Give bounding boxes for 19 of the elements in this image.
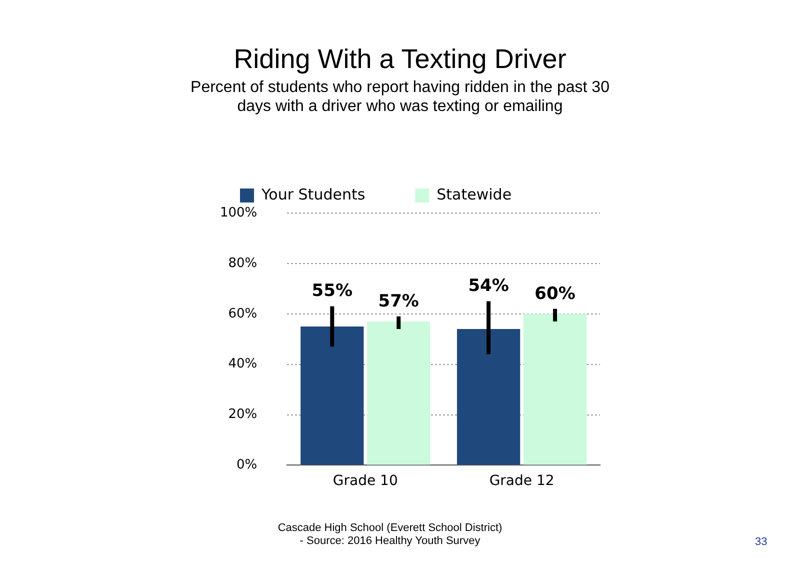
chart-title: Riding With a Texting Driver bbox=[232, 44, 568, 75]
legend-label: Statewide bbox=[436, 185, 512, 204]
legend-label: Your Students bbox=[260, 185, 366, 204]
y-tick-label: 60% bbox=[228, 306, 258, 322]
y-tick-label: 80% bbox=[228, 256, 258, 271]
y-tick-label: 20% bbox=[228, 407, 258, 422]
data-label: 60% bbox=[534, 284, 576, 304]
data-label: 54% bbox=[468, 276, 509, 296]
x-tick-label: Grade 10 bbox=[332, 473, 398, 490]
text: 33 bbox=[755, 536, 768, 548]
x-tick-label: Grade 12 bbox=[489, 473, 554, 490]
text: Cascade High School (Everett School District) bbox=[276, 522, 504, 535]
y-tick-label: 0% bbox=[236, 458, 258, 473]
text: - Source: 2016 Healthy Youth Survey bbox=[298, 535, 482, 548]
data-label: 55% bbox=[312, 281, 352, 302]
chart-subtitle: Percent of students who report having ridden in the past 30 days with a driver who was texting or emailing bbox=[190, 78, 610, 116]
y-tick-label: 40% bbox=[228, 356, 258, 372]
data-label: 57% bbox=[378, 291, 419, 312]
y-tick-label: 100% bbox=[220, 205, 258, 220]
